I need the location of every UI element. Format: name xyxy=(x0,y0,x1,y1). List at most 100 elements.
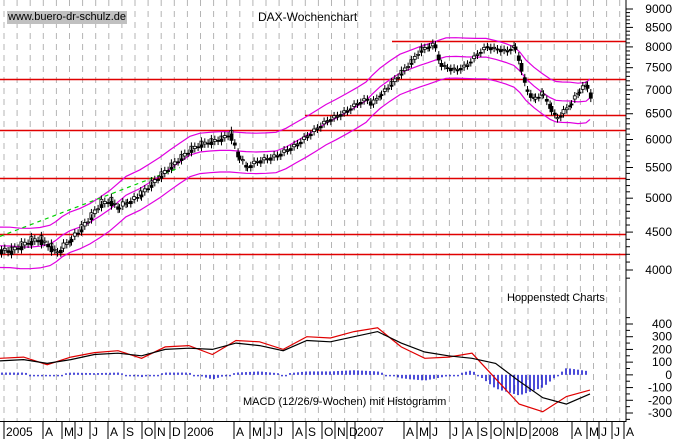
candle-body xyxy=(555,117,560,120)
candle-body xyxy=(558,115,563,118)
month-label: J xyxy=(277,425,283,439)
candle-body xyxy=(219,139,224,142)
price-tick-label: 4000 xyxy=(645,263,672,277)
candle-body xyxy=(374,97,379,101)
month-label: O xyxy=(493,425,502,439)
candle-body xyxy=(502,48,507,51)
candle-body xyxy=(252,160,257,165)
candle-body xyxy=(182,152,187,157)
month-label: N xyxy=(506,425,515,439)
candle-body xyxy=(362,98,367,102)
candle-body xyxy=(516,55,521,61)
candle-body xyxy=(139,194,144,198)
candle-body xyxy=(433,44,438,49)
candle-body xyxy=(379,94,384,97)
candle-body xyxy=(142,188,147,193)
candle-body xyxy=(416,53,421,56)
price-tick-label: 7000 xyxy=(645,83,672,97)
month-label: J xyxy=(601,425,607,439)
candle-body xyxy=(580,85,585,90)
candle-body xyxy=(342,110,347,114)
candle-body xyxy=(442,65,447,67)
macd-tick-label: -100 xyxy=(648,381,672,395)
month-label: 2005 xyxy=(6,425,33,439)
candle-body xyxy=(209,141,214,145)
candle-body xyxy=(355,102,360,105)
candle-body xyxy=(392,78,397,83)
candle-body xyxy=(199,144,204,148)
candle-body xyxy=(22,241,27,246)
macd-tick-label: 200 xyxy=(652,342,672,356)
candle-body xyxy=(117,207,122,210)
candle-body xyxy=(69,238,74,243)
candle-body xyxy=(240,159,245,162)
candle-body xyxy=(492,46,497,49)
candle-body xyxy=(278,153,283,157)
candle-body xyxy=(478,51,483,54)
candle-body xyxy=(412,56,417,60)
candle-body xyxy=(406,66,411,68)
candle-body xyxy=(9,250,14,255)
candle-body xyxy=(135,197,140,199)
candle-body xyxy=(55,251,60,254)
candle-body xyxy=(312,128,317,133)
candle-body xyxy=(485,46,490,49)
candle-body xyxy=(149,185,154,188)
month-label: S xyxy=(308,425,316,439)
candle-body xyxy=(29,241,34,246)
candle-body xyxy=(255,160,260,163)
macd-line xyxy=(0,330,591,405)
candle-body xyxy=(265,158,270,160)
price-tick-label: 4500 xyxy=(645,225,672,239)
candle-body xyxy=(169,167,174,170)
candle-body xyxy=(82,222,87,227)
candle-body xyxy=(335,115,340,117)
candle-body xyxy=(0,249,4,255)
candle-body xyxy=(552,112,557,115)
candle-body xyxy=(475,53,480,56)
candle-body xyxy=(166,170,171,172)
month-label: O xyxy=(144,425,153,439)
month-label: J xyxy=(92,425,98,439)
candle-body xyxy=(186,152,191,155)
candle-body xyxy=(46,244,50,248)
month-label: D xyxy=(349,425,358,439)
candle-body xyxy=(308,133,313,137)
candle-body xyxy=(522,77,527,83)
price-tick-label: 9000 xyxy=(645,2,672,16)
price-tick-label: 5000 xyxy=(645,191,672,205)
month-label: D xyxy=(172,425,181,439)
candle-body xyxy=(6,250,10,253)
month-label: A xyxy=(574,425,582,439)
candle-body xyxy=(455,68,460,71)
candle-body xyxy=(536,96,541,99)
candle-body xyxy=(422,47,427,50)
candle-body xyxy=(120,201,125,207)
candle-body xyxy=(86,221,90,224)
candle-body xyxy=(488,47,493,51)
candle-body xyxy=(345,109,350,112)
month-label: A xyxy=(236,425,244,439)
candle-body xyxy=(102,200,107,205)
signal-line xyxy=(0,327,591,413)
candle-body xyxy=(318,125,323,129)
candle-body xyxy=(26,242,31,245)
macd-tick-label: 300 xyxy=(652,330,672,344)
candle-body xyxy=(452,67,457,70)
month-label: A xyxy=(626,425,634,439)
candle-body xyxy=(172,161,177,166)
candle-body xyxy=(96,208,100,211)
candle-body xyxy=(49,246,54,253)
candle-body xyxy=(12,246,17,251)
macd-tick-label: 400 xyxy=(652,317,672,331)
month-label: M xyxy=(252,425,262,439)
month-label: N xyxy=(157,425,166,439)
credit-label: Hoppenstedt Charts xyxy=(507,292,605,304)
candle-body xyxy=(358,102,363,105)
candle-body xyxy=(505,49,510,52)
candle-body xyxy=(399,73,404,76)
candle-body xyxy=(258,160,263,164)
bollinger-lower-band xyxy=(0,77,591,270)
candle-body xyxy=(232,142,237,146)
candle-body xyxy=(229,133,234,141)
